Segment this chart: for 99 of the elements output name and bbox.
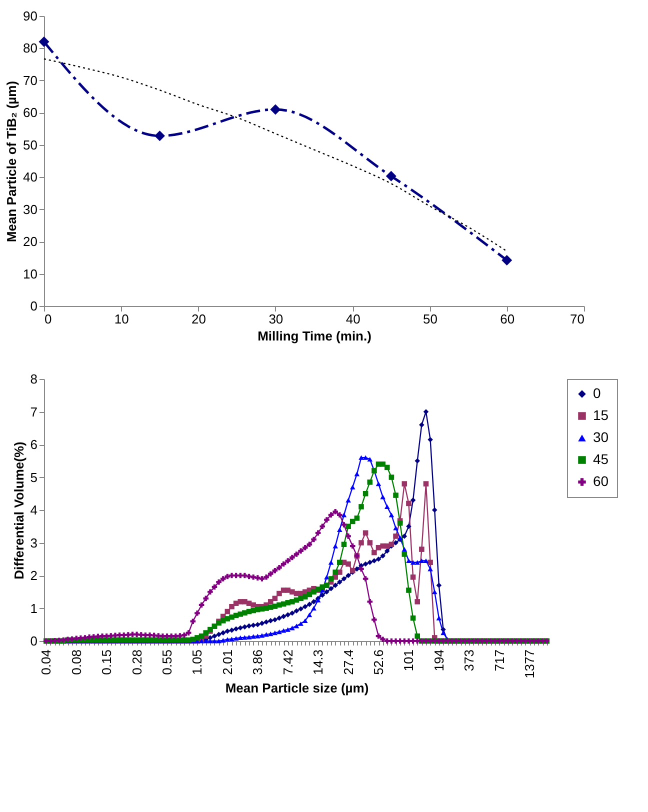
point — [255, 622, 260, 628]
legend-label: 60 — [593, 473, 609, 489]
y-tick-label: 80 — [23, 40, 38, 56]
x-tick-label: 1.05 — [190, 650, 205, 675]
x-tick-label: 0 — [44, 312, 52, 326]
x-tick-label: 0.08 — [68, 650, 84, 675]
point — [302, 604, 308, 610]
y-tick-label: 3 — [30, 535, 38, 550]
point — [320, 592, 326, 598]
x-tick-label: 373 — [462, 650, 477, 672]
x-tick-label: 3.86 — [250, 650, 266, 675]
y-tick-label: 0 — [30, 298, 38, 314]
line-series — [43, 58, 508, 252]
point — [224, 628, 230, 634]
x-tick-label: 0.04 — [38, 650, 54, 675]
point — [285, 612, 291, 618]
y-tick-label: 0 — [30, 634, 38, 648]
point — [406, 524, 412, 530]
point — [246, 623, 252, 629]
point — [233, 626, 239, 632]
point — [294, 608, 300, 614]
y-tick-label: 10 — [23, 266, 38, 282]
point — [362, 561, 368, 567]
point — [428, 436, 433, 442]
point — [154, 130, 165, 142]
y-tick-label: 4 — [30, 502, 38, 518]
x-tick-label: 101 — [401, 650, 416, 672]
y-tick-label: 2 — [30, 568, 38, 583]
y-tick-label: 70 — [23, 72, 38, 88]
y-tick-label: 30 — [23, 202, 38, 217]
point — [306, 602, 312, 607]
point — [414, 458, 420, 464]
point — [372, 558, 377, 564]
x-tick-label: 14.3 — [310, 650, 326, 675]
legend-label: 15 — [593, 407, 609, 423]
point — [324, 589, 330, 595]
x-axis-title: Mean Particle size (µm) — [225, 680, 369, 696]
point — [328, 586, 334, 592]
point — [38, 36, 50, 48]
x-tick-label: 30 — [268, 312, 284, 326]
point — [332, 582, 338, 588]
y-tick-label: 5 — [30, 470, 38, 485]
x-tick-label: 1377 — [522, 650, 538, 678]
x-tick-label: 2.01 — [220, 650, 235, 675]
x-tick-label: 7.42 — [280, 650, 296, 675]
point — [384, 548, 390, 554]
y-tick-label: 1 — [30, 600, 38, 616]
point — [216, 632, 222, 638]
point — [250, 622, 256, 628]
y-tick-label: 40 — [23, 170, 38, 185]
x-tick-label: 717 — [492, 650, 507, 672]
y-tick-label: 7 — [30, 404, 38, 420]
point — [229, 628, 234, 633]
y-tick-label: 8 — [30, 372, 38, 386]
point — [337, 579, 342, 585]
legend-label: 45 — [593, 451, 609, 467]
point — [220, 630, 226, 636]
x-tick-label: 52.6 — [371, 650, 386, 675]
y-tick-label: 20 — [23, 234, 38, 250]
point — [376, 556, 382, 562]
x-tick-label: 0.28 — [129, 650, 144, 675]
x-tick-label: 27.4 — [340, 650, 356, 675]
point — [419, 422, 424, 428]
y-tick-label: 90 — [23, 8, 38, 24]
y-tick-label: 6 — [30, 437, 38, 452]
x-tick-label: 0.15 — [99, 650, 114, 675]
x-tick-label: 0.55 — [160, 650, 175, 675]
point — [298, 606, 304, 612]
x-tick-label: 60 — [500, 312, 515, 326]
point — [212, 633, 218, 639]
point — [432, 507, 438, 513]
point — [502, 255, 512, 266]
point — [367, 560, 373, 566]
point — [290, 610, 295, 616]
point — [242, 624, 248, 630]
x-tick-label: 10 — [114, 312, 129, 326]
x-tick-label: 50 — [422, 312, 438, 326]
point — [380, 553, 386, 558]
point — [410, 498, 416, 503]
point — [238, 625, 244, 631]
point — [280, 614, 286, 620]
point — [272, 617, 278, 622]
x-tick-label: 20 — [192, 312, 206, 326]
y-tick-label: 50 — [23, 137, 38, 152]
x-tick-label: 70 — [570, 312, 584, 326]
x-axis-title: Milling Time (min.) — [258, 328, 372, 344]
point — [311, 599, 316, 604]
point — [268, 618, 274, 624]
point — [436, 582, 442, 588]
y-tick-label: 60 — [23, 105, 38, 120]
y-axis-title: Differential Volume(%) — [11, 442, 26, 580]
x-tick-label: 40 — [346, 312, 360, 326]
y-axis-title: Mean Particle of TiB₂ (µm) — [4, 80, 20, 242]
point — [402, 534, 408, 539]
legend-label: 0 — [593, 385, 601, 401]
point — [386, 170, 396, 182]
point — [270, 104, 281, 115]
legend-label: 30 — [593, 429, 609, 445]
x-tick-label: 194 — [431, 650, 446, 672]
